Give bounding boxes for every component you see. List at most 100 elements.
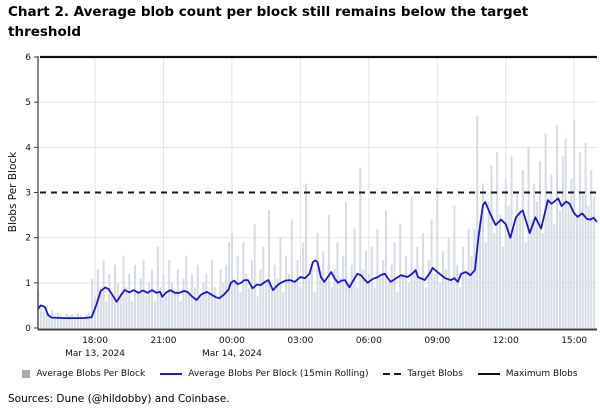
- blob-bar: [313, 291, 316, 328]
- blob-bar: [558, 210, 561, 328]
- blob-bar: [62, 316, 65, 328]
- blob-bar: [322, 251, 325, 328]
- blob-bar: [510, 156, 513, 328]
- blob-bar: [402, 273, 405, 328]
- blob-bar: [370, 246, 373, 328]
- blob-bar: [105, 300, 108, 328]
- dash-segment: [383, 373, 391, 375]
- blob-bar: [461, 246, 464, 328]
- blob-bar: [362, 269, 365, 328]
- blob-bar: [561, 156, 564, 328]
- blob-bar: [71, 314, 74, 328]
- blob-bar: [182, 278, 185, 328]
- blob-bar: [544, 133, 547, 328]
- blob-bar: [573, 120, 576, 328]
- legend-label-rolling-average: Average Blobs Per Block (15min Rolling): [188, 369, 369, 379]
- dash-segment: [394, 373, 402, 375]
- blob-bar: [68, 315, 71, 328]
- blob-bar: [276, 278, 279, 328]
- blob-bar: [42, 312, 45, 328]
- blob-bar: [387, 282, 390, 328]
- blob-bar: [296, 260, 299, 328]
- blob-bar: [88, 312, 91, 328]
- blob-bar: [481, 183, 484, 328]
- legend-label-target-blobs: Target Blobs: [407, 369, 463, 379]
- blob-bar: [290, 219, 293, 328]
- blob-bar: [487, 201, 490, 328]
- blob-bar: [410, 197, 413, 328]
- blob-bar: [99, 287, 102, 328]
- blob-bar: [282, 291, 285, 328]
- blob-bar: [436, 187, 439, 328]
- blob-bar: [507, 206, 510, 328]
- blob-bar: [533, 183, 536, 328]
- x-tick-label: 03:00: [287, 336, 313, 346]
- blob-bar: [270, 287, 273, 328]
- blob-bar: [293, 282, 296, 328]
- legend-label-maximum-blobs: Maximum Blobs: [505, 369, 578, 379]
- blob-bar: [390, 264, 393, 328]
- chart-title: Chart 2. Average blob count per block st…: [8, 4, 529, 41]
- blob-bar: [527, 147, 530, 328]
- blob-bar: [176, 269, 179, 328]
- blob-bar: [202, 282, 205, 328]
- blob-bar: [162, 273, 165, 328]
- blob-bar: [85, 314, 88, 328]
- blob-bar: [484, 242, 487, 328]
- blob-bar: [76, 313, 79, 328]
- blob-bar: [239, 291, 242, 328]
- blob-bar: [367, 273, 370, 328]
- blob-bar: [407, 282, 410, 328]
- blob-bar: [576, 215, 579, 328]
- blob-bar: [382, 260, 385, 328]
- blob-bar: [450, 278, 453, 328]
- legend-marker-bar: [22, 370, 31, 378]
- blob-bar: [299, 287, 302, 328]
- blob-bar: [285, 255, 288, 328]
- blob-bar: [116, 282, 119, 328]
- blob-bar: [119, 296, 122, 328]
- blob-bar: [496, 151, 499, 328]
- blob-bar: [145, 296, 148, 328]
- blob-bar: [165, 296, 168, 328]
- blob-bar: [339, 278, 342, 328]
- blob-bar: [125, 287, 128, 328]
- blob-bar: [267, 210, 271, 328]
- blob-bar: [578, 151, 581, 328]
- blob-bar: [305, 183, 308, 328]
- blob-bar: [148, 282, 151, 328]
- blob-bar: [456, 264, 459, 328]
- blob-bar: [128, 273, 131, 328]
- blob-bar: [521, 169, 524, 328]
- blob-bar: [347, 282, 350, 328]
- blob-bar: [567, 201, 570, 328]
- legend: Average Blobs Per Block Average Blobs Pe…: [0, 369, 600, 379]
- blob-bar: [464, 273, 467, 328]
- blob-bar: [356, 287, 359, 328]
- blob-bar: [439, 282, 442, 328]
- blob-bar: [51, 309, 54, 328]
- blob-bar: [379, 278, 382, 328]
- y-tick-label: 3: [25, 189, 31, 199]
- blob-bar: [538, 160, 541, 328]
- blob-bar: [587, 206, 590, 328]
- blob-bar: [108, 273, 111, 328]
- blob-bar: [499, 215, 502, 328]
- blob-bar: [384, 210, 387, 328]
- legend-item-maximum-blobs: Maximum Blobs: [477, 369, 578, 379]
- blob-bar: [447, 237, 450, 328]
- blob-bar: [342, 255, 345, 328]
- blob-bar: [453, 206, 456, 328]
- blob-bar: [131, 300, 134, 328]
- blob-bar: [287, 273, 290, 328]
- blob-bar: [359, 167, 362, 328]
- blob-bar: [373, 287, 376, 328]
- blob-bar: [479, 219, 482, 328]
- blob-bar: [65, 313, 68, 328]
- blob-bar: [216, 300, 219, 328]
- blob-bar: [151, 269, 154, 328]
- blob-bar: [190, 273, 194, 328]
- blob-bar: [333, 269, 336, 328]
- blob-bar: [82, 316, 85, 328]
